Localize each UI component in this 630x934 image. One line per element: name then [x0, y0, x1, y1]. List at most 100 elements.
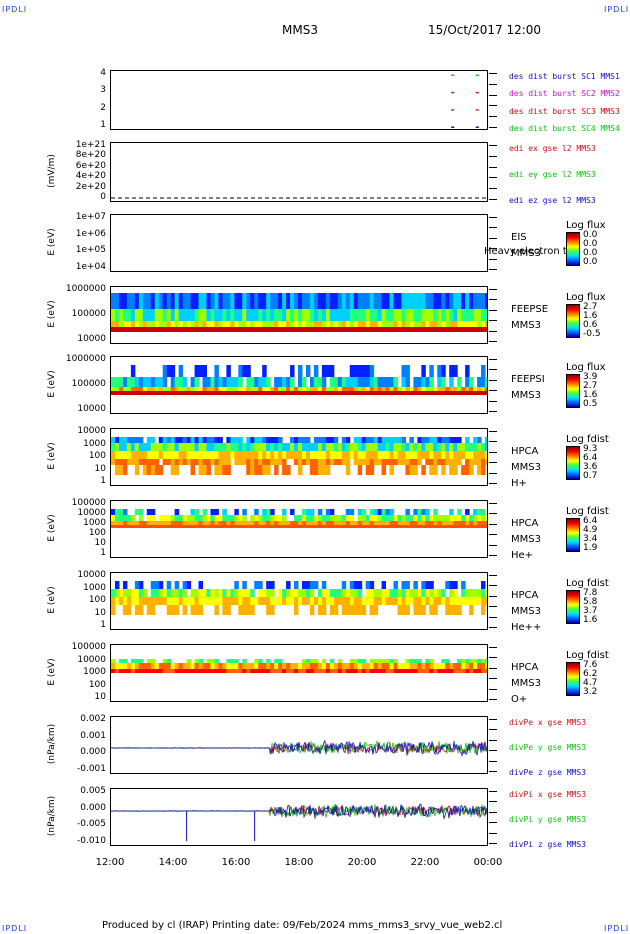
panel-p5 [110, 356, 488, 414]
y-tick-label: 100 [88, 679, 106, 690]
right-tick [489, 595, 497, 597]
colorbar-title: Log flux [566, 362, 606, 373]
corner-label-tr: IPDLI [604, 5, 630, 14]
y-tick-label: 1e+04 [75, 262, 106, 272]
right-tick [489, 667, 497, 669]
page-title: MMS3 [282, 23, 318, 37]
right-tick [489, 544, 497, 546]
colorbar-value: 1.6 [583, 311, 598, 321]
colorbar-title: Log fdist [566, 434, 609, 445]
panel-p3 [110, 214, 488, 272]
legend-entry: edi ez gse l2 MMS3 [509, 196, 596, 205]
y-tick-label: 1 [100, 620, 106, 630]
colorbar-value: 0.0 [583, 230, 598, 240]
x-tick-label: 22:00 [410, 857, 440, 868]
y-tick-label: 100 [88, 528, 106, 538]
y-tick-label: 1000000 [65, 284, 106, 294]
colorbar-value: 0.7 [583, 471, 598, 481]
right-tick [489, 94, 497, 96]
colorbar-title: Log fdist [566, 650, 609, 661]
right-tick [489, 116, 497, 118]
y-tick-label: 100 [88, 595, 106, 605]
instrument-label: HPCA [511, 446, 539, 457]
right-tick [489, 811, 497, 813]
right-tick [489, 177, 497, 179]
right-tick [489, 309, 497, 311]
right-tick [489, 729, 497, 731]
x-tick-label: 14:00 [158, 857, 188, 868]
footer-credit: Produced by cl (IRAP) Printing date: 09/… [102, 920, 503, 931]
colorbar-value: 7.8 [583, 588, 598, 598]
right-tick [489, 657, 497, 659]
right-tick [489, 513, 497, 515]
colorbar-value: 7.6 [583, 660, 598, 670]
right-tick [489, 441, 497, 443]
colorbar [566, 590, 580, 624]
right-tick [489, 269, 497, 270]
legend-entry: divPe x gse MMS3 [509, 718, 587, 727]
colorbar-value: 6.2 [583, 669, 598, 679]
colorbar-value: 1.6 [583, 390, 598, 400]
panel-p9 [110, 644, 488, 702]
instrument-label: EIS [511, 232, 527, 243]
instrument-label: MMS3 [511, 390, 541, 401]
y-tick-label: 1000 [83, 667, 106, 677]
colorbar [566, 446, 580, 480]
right-tick [489, 534, 497, 536]
x-tick-label: 16:00 [221, 857, 251, 868]
right-tick [489, 678, 497, 680]
y-tick-label: 1e+05 [75, 245, 106, 256]
y-tick-label: 10000 [77, 508, 106, 518]
colorbar-value: 5.8 [583, 597, 598, 607]
panel-p6 [110, 428, 488, 486]
colorbar-value: 1.9 [583, 543, 598, 553]
right-tick [489, 431, 497, 432]
y-tick-label: 8e+20 [75, 150, 106, 161]
y-tick-label: 1e+21 [75, 140, 106, 150]
right-tick [489, 616, 497, 618]
right-tick [489, 750, 497, 752]
colorbar-value: 0.0 [583, 248, 598, 258]
instrument-label: HPCA [511, 662, 539, 673]
y-tick-label: 0.000 [80, 802, 106, 813]
legend-entry: edi ey gse l2 MMS3 [509, 170, 596, 179]
right-tick [489, 248, 497, 250]
right-tick [489, 359, 497, 360]
right-tick [489, 390, 497, 392]
right-tick [489, 369, 497, 371]
x-tick-label: 12:00 [95, 857, 125, 868]
right-tick [489, 843, 497, 844]
instrument-label: MMS3 [511, 248, 541, 259]
colorbar-value: 6.4 [583, 453, 598, 463]
colorbar [566, 232, 580, 266]
x-tick-label: 20:00 [347, 857, 377, 868]
colorbar [566, 518, 580, 552]
colorbar-value: 0.5 [583, 399, 598, 409]
y-tick-label: -0.005 [76, 819, 106, 830]
y-tick-label: 10000 [77, 426, 106, 436]
right-tick [489, 585, 497, 587]
corner-label-tl: IPDLI [2, 5, 28, 14]
colorbar-title: Log flux [566, 292, 606, 303]
y-tick-label: -0.010 [76, 836, 106, 846]
colorbar-value: 4.9 [583, 525, 598, 535]
y-tick-label: 0.002 [80, 714, 106, 724]
y-tick-label: 1e+07 [75, 212, 106, 222]
y-tick-label: 10000 [77, 570, 106, 580]
x-tick-label: 00:00 [473, 857, 503, 868]
instrument-label: MMS3 [511, 462, 541, 473]
right-tick [489, 462, 497, 464]
right-tick [489, 606, 497, 608]
right-tick [489, 451, 497, 453]
right-tick [489, 155, 497, 157]
right-tick [489, 299, 497, 301]
right-tick [489, 227, 497, 229]
legend-entry: des dist burst SC2 MMS2 [509, 89, 620, 99]
y-tick-label: 4e+20 [75, 171, 106, 182]
right-tick [489, 771, 497, 772]
y-tick-label: 1 [100, 476, 106, 486]
right-tick [489, 719, 497, 720]
legend-entry: divPe z gse MMS3 [509, 768, 587, 777]
colorbar-title: Log fdist [566, 578, 609, 589]
instrument-label: HPCA [511, 518, 539, 529]
